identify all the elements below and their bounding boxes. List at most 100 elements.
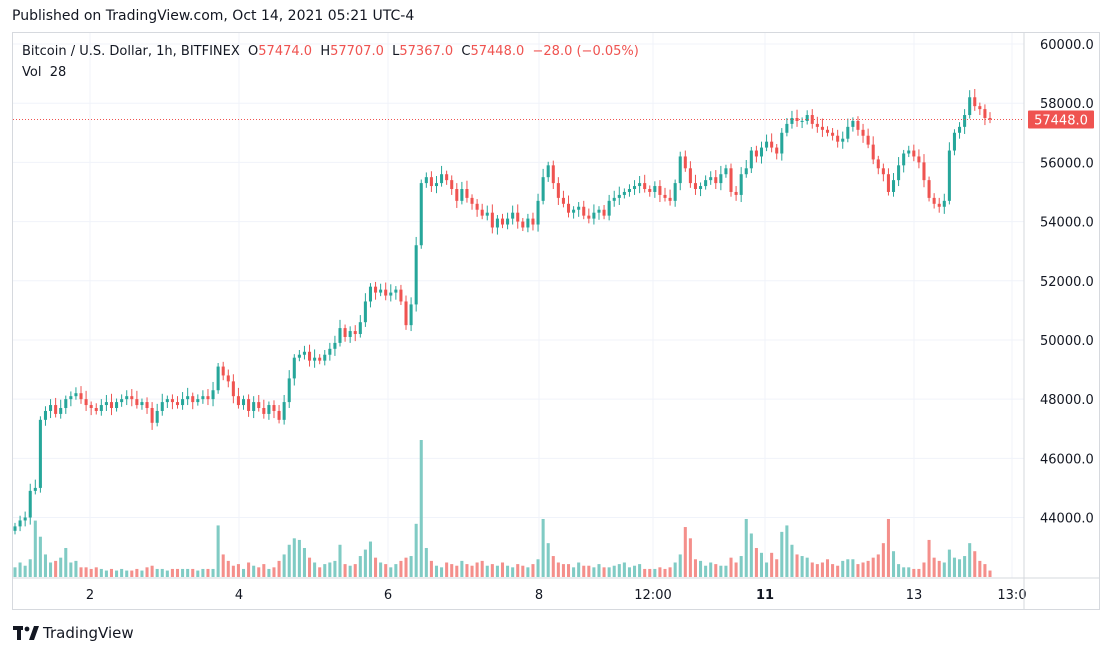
close-value: 57448.0	[470, 44, 525, 59]
volume-bar	[572, 567, 576, 577]
candle-body	[973, 97, 977, 107]
candle-body	[99, 405, 103, 411]
volume-bar	[983, 564, 987, 577]
candle-body	[815, 123, 819, 127]
volume-bar	[236, 564, 240, 577]
volume-bar	[577, 562, 581, 577]
candle-body	[577, 206, 581, 210]
candle-body	[861, 129, 865, 136]
candle-body	[120, 399, 124, 403]
candle-body	[963, 115, 967, 127]
candle-body	[658, 186, 662, 195]
candle-body	[429, 177, 433, 187]
candle-body	[729, 168, 733, 192]
time-tick-label: 8	[535, 588, 543, 603]
volume-bar	[846, 559, 850, 577]
volume-bar	[973, 551, 977, 577]
candle-body	[704, 180, 708, 187]
candle-body	[841, 138, 845, 142]
candle-body	[958, 126, 962, 133]
volume-bar	[790, 544, 794, 577]
volume-bar	[94, 567, 98, 577]
candle-body	[582, 206, 586, 216]
volume-bar	[851, 559, 855, 577]
candle-body	[440, 174, 444, 184]
candle-body	[247, 399, 251, 411]
candle-body	[780, 132, 784, 154]
volume-bar	[302, 547, 306, 577]
candle-body	[353, 331, 357, 335]
candle-body	[69, 396, 73, 400]
volume-value: 28	[49, 65, 67, 80]
volume-bar	[115, 570, 119, 577]
volume-bar	[216, 525, 220, 577]
volume-bar	[28, 559, 32, 577]
volume-bar	[191, 568, 195, 577]
candle-body	[363, 301, 367, 323]
volume-bar	[587, 565, 591, 577]
candle-body	[170, 399, 174, 403]
candle-body	[145, 402, 149, 409]
candle-body	[978, 106, 982, 110]
volume-bar	[902, 567, 906, 577]
volume-bar	[897, 564, 901, 577]
candle-body	[419, 183, 423, 246]
candle-body	[917, 156, 921, 163]
candle-body	[912, 150, 916, 157]
volume-bar	[871, 557, 875, 577]
candle-body	[155, 410, 159, 423]
candle-body	[43, 410, 47, 420]
volume-bar	[125, 570, 129, 577]
candle-body	[724, 168, 728, 175]
volume-bar	[617, 564, 621, 577]
candle-body	[775, 147, 779, 154]
volume-bar	[241, 568, 246, 577]
candle-body	[175, 402, 180, 406]
volume-bar	[622, 562, 626, 577]
candle-body	[424, 177, 428, 184]
volume-bar	[196, 570, 200, 577]
candle-body	[866, 135, 870, 145]
volume-bar	[602, 567, 606, 577]
volume-bar	[389, 567, 393, 577]
candle-body	[49, 405, 53, 411]
time-tick-label: 4	[235, 588, 243, 603]
candle-body	[739, 174, 743, 195]
change-value: −28.0 (−0.05%)	[532, 44, 639, 59]
volume-bar	[226, 560, 230, 577]
candle-body	[379, 289, 383, 293]
volume-bar	[968, 543, 972, 577]
candle-body	[851, 120, 855, 127]
candle-body	[937, 203, 941, 207]
candle-body	[323, 354, 327, 361]
volume-bar	[800, 556, 804, 577]
volume-bar	[59, 557, 63, 577]
candle-body	[627, 189, 631, 192]
volume-bar	[465, 564, 469, 577]
volume-bar	[394, 564, 398, 577]
tradingview-brand[interactable]: TradingView	[13, 624, 134, 642]
volume-bar	[277, 560, 281, 577]
volume-bar	[104, 570, 108, 577]
volume-bar	[292, 538, 296, 577]
volume-bar	[912, 568, 916, 577]
candle-body	[734, 191, 738, 195]
candle-body	[343, 328, 347, 337]
candle-body	[983, 109, 987, 118]
volume-bar	[64, 547, 68, 577]
volume-bar	[333, 560, 337, 577]
high-value: 57707.0	[330, 44, 384, 59]
volume-bar	[399, 560, 403, 577]
candle-body	[688, 168, 692, 184]
volume-bar	[348, 565, 352, 577]
open-label: O	[248, 44, 259, 59]
candle-body	[663, 194, 667, 198]
candle-body	[54, 405, 58, 414]
chart-frame[interactable]	[12, 32, 1100, 610]
volume-label: Vol	[22, 65, 42, 80]
volume-bar	[282, 554, 286, 577]
candle-body	[683, 156, 687, 169]
volume-bar	[810, 562, 814, 577]
volume-bar	[49, 562, 53, 577]
